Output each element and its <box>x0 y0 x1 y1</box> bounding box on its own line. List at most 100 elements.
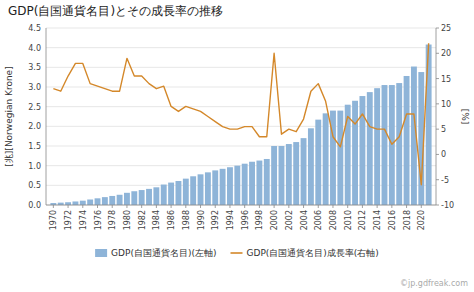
y2-tick-label: 10 <box>441 100 451 109</box>
y-tick-label: 1.5 <box>28 142 41 151</box>
bar <box>374 88 380 205</box>
bar <box>220 169 226 205</box>
x-tick-label: 1978 <box>108 210 117 230</box>
bar <box>426 45 432 205</box>
x-tick-label: 1998 <box>255 210 264 230</box>
x-tick <box>171 205 172 208</box>
x-tick-label: 2016 <box>388 210 397 230</box>
y2-tick-label: 5 <box>441 125 446 134</box>
bar <box>404 76 410 205</box>
x-tick-label: 1986 <box>167 210 176 230</box>
bar <box>205 172 211 205</box>
x-tick-label: 2014 <box>373 210 382 230</box>
x-tick <box>215 205 216 208</box>
bar <box>146 189 152 205</box>
legend-item: GDP(自国通貨名目)成長率(右軸) <box>231 248 379 258</box>
x-tick-label: 2004 <box>300 210 309 230</box>
x-tick-label: 1990 <box>197 210 206 230</box>
x-tick <box>421 205 422 208</box>
bar <box>183 179 189 205</box>
y-axis-label: [兆][Norwegian Krone] <box>4 66 14 166</box>
x-tick-label: 2000 <box>270 210 279 230</box>
y2-tick-label: 0 <box>441 150 446 159</box>
y2-tick <box>436 78 439 79</box>
x-tick <box>200 205 201 208</box>
bar <box>102 197 108 205</box>
bar <box>286 144 292 205</box>
bar <box>389 85 395 205</box>
bar <box>198 174 204 205</box>
bar <box>308 128 314 205</box>
x-tick <box>318 205 319 208</box>
x-tick-label: 2012 <box>358 210 367 230</box>
x-tick <box>391 205 392 208</box>
legend: GDP(自国通貨名目)(左軸) GDP(自国通貨名目)成長率(右軸) <box>95 248 379 258</box>
y-tick-label: 0.5 <box>28 181 41 190</box>
x-tick <box>406 205 407 208</box>
bar <box>367 92 373 205</box>
x-tick <box>185 205 186 208</box>
x-tick-label: 1994 <box>226 210 235 230</box>
x-tick-label: 1972 <box>64 210 73 230</box>
x-tick <box>126 205 127 208</box>
watermark: ©jp.gdfreak.com <box>400 279 468 288</box>
x-tick-label: 1980 <box>123 210 132 230</box>
x-tick <box>362 205 363 208</box>
y2-tick <box>436 179 439 180</box>
bar <box>87 199 93 205</box>
bar <box>345 105 351 205</box>
x-tick-label: 1992 <box>211 210 220 230</box>
x-tick-label: 1970 <box>49 210 58 230</box>
x-tick <box>112 205 113 208</box>
x-tick <box>229 205 230 208</box>
bar <box>234 166 240 205</box>
line <box>53 43 428 185</box>
y2-tick-label: -10 <box>441 201 454 210</box>
x-tick-label: 2020 <box>417 210 426 230</box>
bar <box>65 202 71 205</box>
y2-tick <box>436 129 439 130</box>
x-tick-label: 2018 <box>403 210 412 230</box>
grid-line <box>46 47 436 48</box>
bar <box>256 161 262 205</box>
x-tick <box>347 205 348 208</box>
grid <box>46 28 436 205</box>
grid-line <box>46 28 436 29</box>
legend-item: GDP(自国通貨名目)(左軸) <box>95 248 216 258</box>
bar <box>176 181 182 205</box>
y2-tick <box>436 28 439 29</box>
bar <box>80 201 86 205</box>
bar <box>293 142 299 205</box>
bar <box>382 85 388 205</box>
bar <box>271 146 277 205</box>
bar <box>337 111 343 205</box>
y2-tick-label: -5 <box>441 176 449 185</box>
x-tick-label: 2002 <box>285 210 294 230</box>
bar <box>301 138 307 205</box>
x-tick <box>53 205 54 208</box>
x-tick <box>259 205 260 208</box>
bar <box>249 162 255 205</box>
title: GDP(自国通貨名目)とその成長率の推移 <box>8 4 223 18</box>
y2-axis-line <box>436 28 437 205</box>
x-tick <box>156 205 157 208</box>
bar <box>323 113 329 205</box>
legend-label: GDP(自国通貨名目)成長率(右軸) <box>247 248 379 258</box>
bar <box>139 190 145 205</box>
bar <box>161 185 167 205</box>
x-tick <box>141 205 142 208</box>
y2-tick <box>436 53 439 54</box>
legend-swatch <box>95 249 107 257</box>
marks <box>50 43 431 205</box>
x-tick-label: 1974 <box>79 210 88 230</box>
bar <box>359 96 365 205</box>
x-tick-label: 1988 <box>182 210 191 230</box>
x-tick <box>244 205 245 208</box>
bar <box>131 191 137 205</box>
x-tick <box>274 205 275 208</box>
legend-label: GDP(自国通貨名目)(左軸) <box>111 248 216 258</box>
bar <box>117 195 123 205</box>
bar <box>124 193 130 205</box>
y-axis-line <box>46 28 47 205</box>
x-tick-label: 1996 <box>241 210 250 230</box>
